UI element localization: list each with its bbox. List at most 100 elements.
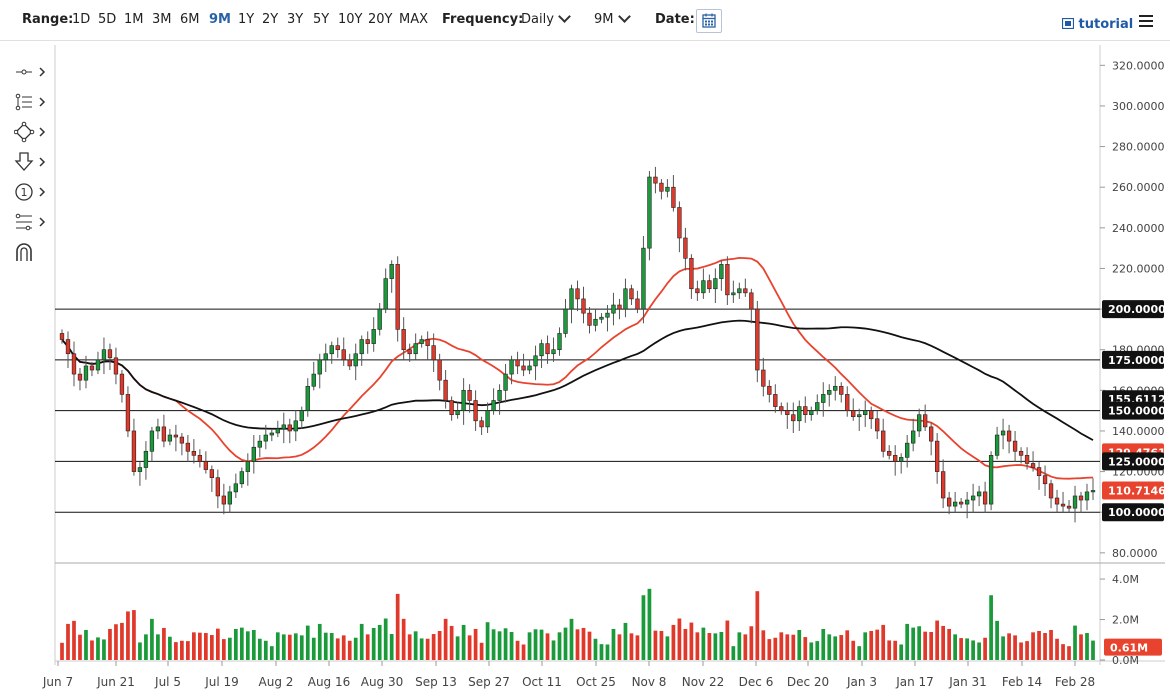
candle-body[interactable] [125, 394, 131, 432]
candle-body[interactable] [497, 390, 502, 401]
candle-body[interactable] [743, 288, 748, 294]
candle-body[interactable] [659, 182, 664, 192]
range-10y[interactable]: 10Y [338, 12, 363, 27]
candle-body[interactable] [749, 292, 754, 310]
candle-body[interactable] [952, 501, 958, 507]
candle-body[interactable] [863, 410, 868, 416]
candle-body[interactable] [887, 450, 892, 456]
candle-body[interactable] [287, 424, 292, 432]
candle-body[interactable] [1036, 467, 1042, 476]
candle-body[interactable] [1060, 503, 1066, 507]
candle-body[interactable] [197, 455, 203, 462]
fibonacci-tool[interactable] [14, 211, 48, 233]
candle-body[interactable] [587, 312, 592, 326]
candle-body[interactable] [982, 491, 988, 505]
candle-body[interactable] [899, 457, 904, 462]
candle-body[interactable] [605, 312, 610, 318]
candle-body[interactable] [635, 298, 640, 310]
candle-body[interactable] [677, 207, 682, 239]
candle-body[interactable] [1012, 440, 1018, 452]
candle-body[interactable] [917, 414, 922, 432]
candle-body[interactable] [389, 264, 394, 279]
candle-body[interactable] [593, 318, 598, 326]
candle-body[interactable] [719, 264, 724, 279]
candle-body[interactable] [533, 355, 538, 367]
candle-body[interactable] [335, 345, 340, 351]
candle-body[interactable] [347, 359, 352, 367]
candle-body[interactable] [467, 390, 472, 401]
candle-body[interactable] [785, 410, 790, 416]
candle-body[interactable] [401, 329, 406, 351]
candle-body[interactable] [473, 400, 478, 422]
candle-body[interactable] [359, 339, 364, 355]
candle-body[interactable] [179, 436, 185, 444]
candle-body[interactable] [791, 414, 796, 422]
candle-body[interactable] [185, 442, 191, 452]
range-6m[interactable]: 6M [180, 12, 200, 27]
candle-body[interactable] [83, 365, 89, 381]
candle-body[interactable] [575, 288, 580, 300]
candle-body[interactable] [875, 418, 880, 432]
range-max[interactable]: MAX [399, 12, 429, 27]
candle-body[interactable] [1072, 495, 1078, 509]
candle-body[interactable] [281, 424, 286, 430]
candle-body[interactable] [485, 410, 490, 428]
trend-lines-tool[interactable] [14, 91, 48, 113]
range-9m[interactable]: 9M [209, 12, 231, 27]
candle-body[interactable] [161, 426, 167, 442]
candle-body[interactable] [731, 292, 736, 296]
candle-body[interactable] [215, 477, 221, 497]
candle-body[interactable] [1054, 497, 1060, 505]
candle-body[interactable] [725, 264, 730, 296]
candle-body[interactable] [527, 365, 532, 371]
candle-body[interactable] [803, 406, 808, 416]
candle-body[interactable] [65, 339, 71, 355]
candle-body[interactable] [683, 237, 688, 259]
candle-body[interactable] [689, 257, 694, 290]
candle-body[interactable] [845, 394, 850, 411]
candle-body[interactable] [1066, 505, 1072, 509]
candle-body[interactable] [107, 349, 113, 359]
candle-body[interactable] [827, 390, 832, 395]
menu-icon[interactable] [1139, 15, 1153, 27]
range-3m[interactable]: 3M [152, 12, 172, 27]
candle-body[interactable] [671, 186, 676, 208]
range-20y[interactable]: 20Y [368, 12, 393, 27]
candle-body[interactable] [940, 471, 946, 499]
candle-body[interactable] [245, 461, 250, 472]
magnet-tool[interactable] [14, 241, 48, 263]
candle-body[interactable] [455, 410, 460, 416]
candle-body[interactable] [893, 455, 898, 462]
candle-body[interactable] [173, 434, 179, 438]
candle-body[interactable] [599, 316, 604, 320]
candle-body[interactable] [479, 420, 484, 428]
tutorial-link[interactable]: tutorial [1061, 17, 1133, 32]
candle-body[interactable] [293, 420, 298, 432]
range-1m[interactable]: 1M [124, 12, 144, 27]
range-2y[interactable]: 2Y [262, 12, 279, 27]
candle-body[interactable] [701, 280, 706, 294]
candle-body[interactable] [275, 428, 280, 434]
candle-body[interactable] [461, 390, 466, 411]
candle-body[interactable] [431, 345, 436, 361]
candle-body[interactable] [1078, 495, 1084, 501]
candle-body[interactable] [71, 353, 77, 375]
candle-body[interactable] [665, 186, 670, 192]
candle-body[interactable] [569, 288, 574, 310]
candle-body[interactable] [299, 410, 304, 422]
candle-body[interactable] [1084, 491, 1090, 501]
range-1y[interactable]: 1Y [238, 12, 255, 27]
candle-body[interactable] [851, 410, 856, 418]
candle-body[interactable] [413, 343, 418, 355]
candle-body[interactable] [95, 359, 101, 371]
candle-body[interactable] [419, 339, 424, 344]
candle-body[interactable] [581, 298, 586, 314]
candle-body[interactable] [611, 304, 616, 314]
candle-body[interactable] [761, 369, 766, 387]
candle-body[interactable] [101, 349, 107, 361]
range-5d[interactable]: 5D [98, 12, 117, 27]
frequency-dropdown[interactable]: Daily [521, 10, 571, 27]
candle-body[interactable] [77, 373, 83, 381]
candle-body[interactable] [155, 426, 161, 432]
